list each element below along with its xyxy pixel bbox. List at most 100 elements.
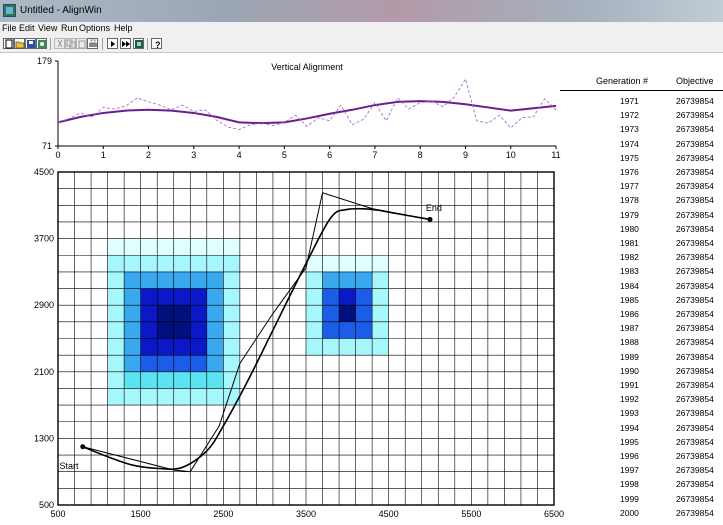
menu-help[interactable]: Help bbox=[114, 23, 133, 33]
objective-cell: 26739854 bbox=[676, 394, 714, 405]
table-row: 2000 26739854 bbox=[560, 506, 723, 520]
new-file-icon[interactable] bbox=[3, 38, 14, 49]
print-icon[interactable] bbox=[87, 38, 98, 49]
table-row: 1979 26739854 bbox=[560, 208, 723, 222]
save-icon[interactable] bbox=[25, 38, 36, 49]
generation-cell: 1981 bbox=[620, 238, 639, 248]
x-tick-label: 3 bbox=[191, 150, 196, 160]
run-icon[interactable] bbox=[107, 38, 118, 49]
menu-file[interactable]: File bbox=[2, 23, 17, 33]
x-tick-label: 0 bbox=[55, 150, 60, 160]
table-row: 1980 26739854 bbox=[560, 222, 723, 236]
objective-cell: 26739854 bbox=[676, 493, 714, 504]
objective-cell: 26739854 bbox=[676, 422, 714, 433]
generation-cell: 1979 bbox=[620, 209, 639, 220]
view-icon[interactable] bbox=[36, 38, 47, 49]
table-row: 1997 26739854 bbox=[560, 463, 723, 477]
paste-icon[interactable] bbox=[76, 38, 87, 49]
table-row: 1982 26739854 bbox=[560, 250, 723, 264]
generation-cell: 1978 bbox=[620, 195, 639, 206]
table-row: 1973 26739854 bbox=[560, 122, 723, 136]
objective-cell: 26739854 bbox=[676, 181, 714, 192]
generation-cell: 1994 bbox=[620, 422, 639, 433]
table-row: 1984 26739854 bbox=[560, 279, 723, 293]
objective-cell: 26739854 bbox=[676, 380, 714, 390]
objective-cell: 26739854 bbox=[676, 451, 714, 461]
table-row: 1985 26739854 bbox=[560, 293, 723, 307]
cut-icon[interactable] bbox=[54, 38, 65, 49]
objective-cell: 26739854 bbox=[676, 280, 714, 291]
fast-forward-icon[interactable] bbox=[120, 38, 131, 49]
table-row: 1976 26739854 bbox=[560, 165, 723, 179]
generation-cell: 1998 bbox=[620, 479, 639, 490]
app-icon[interactable] bbox=[3, 4, 16, 17]
menu-run[interactable]: Run bbox=[61, 23, 78, 33]
menu-view[interactable]: View bbox=[38, 23, 58, 33]
generation-cell: 1972 bbox=[620, 110, 639, 121]
generation-cell: 1983 bbox=[620, 266, 639, 277]
objective-cell: 26739854 bbox=[676, 252, 714, 263]
table-row: 1986 26739854 bbox=[560, 307, 723, 321]
x-tick-label: 4 bbox=[237, 150, 242, 160]
objective-cell: 26739854 bbox=[676, 436, 714, 447]
results-icon[interactable] bbox=[133, 38, 144, 49]
table-row: 1978 26739854 bbox=[560, 193, 723, 207]
y-tick-label: 71 bbox=[42, 141, 52, 151]
chart-title: Vertical Alignment bbox=[271, 62, 343, 72]
menu-edit[interactable]: Edit bbox=[19, 23, 35, 33]
objective-cell: 26739854 bbox=[676, 96, 714, 106]
generation-header: Generation # bbox=[596, 76, 649, 86]
generation-cell: 2000 bbox=[620, 507, 639, 518]
x-tick-label: 10 bbox=[506, 150, 516, 160]
table-row: 1993 26739854 bbox=[560, 406, 723, 420]
generation-cell: 1999 bbox=[620, 493, 639, 504]
generation-cell: 1984 bbox=[620, 280, 639, 291]
generation-cell: 1992 bbox=[620, 394, 639, 405]
x-tick-label: 9 bbox=[463, 150, 468, 160]
table-row: 1998 26739854 bbox=[560, 477, 723, 491]
open-folder-icon[interactable] bbox=[14, 38, 25, 49]
objective-cell: 26739854 bbox=[676, 124, 714, 135]
menu-options[interactable]: Options bbox=[79, 23, 111, 33]
copy-icon[interactable] bbox=[65, 38, 76, 49]
objective-cell: 26739854 bbox=[676, 294, 714, 305]
x-tick-label: 2 bbox=[146, 150, 151, 160]
objective-header: Objective bbox=[676, 76, 714, 86]
table-row: 1992 26739854 bbox=[560, 392, 723, 406]
objective-cell: 26739854 bbox=[676, 337, 714, 348]
objective-cell: 26739854 bbox=[676, 195, 714, 206]
generation-cell: 1989 bbox=[620, 351, 639, 362]
x-tick-label: 5 bbox=[282, 150, 287, 160]
toolbar: ? bbox=[0, 36, 723, 53]
y-tick-label: 179 bbox=[37, 56, 52, 66]
table-row: 1994 26739854 bbox=[560, 421, 723, 435]
objective-cell: 26739854 bbox=[676, 351, 714, 362]
title-bar[interactable]: Untitled - AlignWin bbox=[0, 0, 723, 22]
design-profile-line bbox=[57, 100, 557, 125]
svg-text:?: ? bbox=[155, 40, 161, 50]
ground-profile-line bbox=[57, 78, 557, 130]
generation-cell: 1985 bbox=[620, 294, 639, 305]
table-row: 1996 26739854 bbox=[560, 449, 723, 463]
generation-cell: 1987 bbox=[620, 323, 639, 334]
objective-cell: 26739854 bbox=[676, 238, 714, 248]
table-row: 1995 26739854 bbox=[560, 435, 723, 449]
x-tick-label: 7 bbox=[372, 150, 377, 160]
x-tick-label: 8 bbox=[418, 150, 423, 160]
objective-cell: 26739854 bbox=[676, 479, 714, 490]
generation-cell: 1990 bbox=[620, 365, 639, 376]
generation-cell: 1993 bbox=[620, 408, 639, 419]
generation-cell: 1975 bbox=[620, 152, 639, 163]
generation-cell: 1980 bbox=[620, 223, 639, 234]
x-tick-label: 6 bbox=[327, 150, 332, 160]
menu-bar: File Edit View Run Options Help bbox=[0, 22, 723, 36]
objective-cell: 26739854 bbox=[676, 266, 714, 277]
table-row: 1975 26739854 bbox=[560, 151, 723, 165]
table-row: 1987 26739854 bbox=[560, 321, 723, 335]
x-tick-label: 1 bbox=[101, 150, 106, 160]
help-icon[interactable]: ? bbox=[151, 38, 162, 50]
table-row: 1990 26739854 bbox=[560, 364, 723, 378]
table-header: Generation # Objective bbox=[560, 72, 723, 91]
table-row: 1991 26739854 bbox=[560, 378, 723, 392]
generation-cell: 1973 bbox=[620, 124, 639, 135]
